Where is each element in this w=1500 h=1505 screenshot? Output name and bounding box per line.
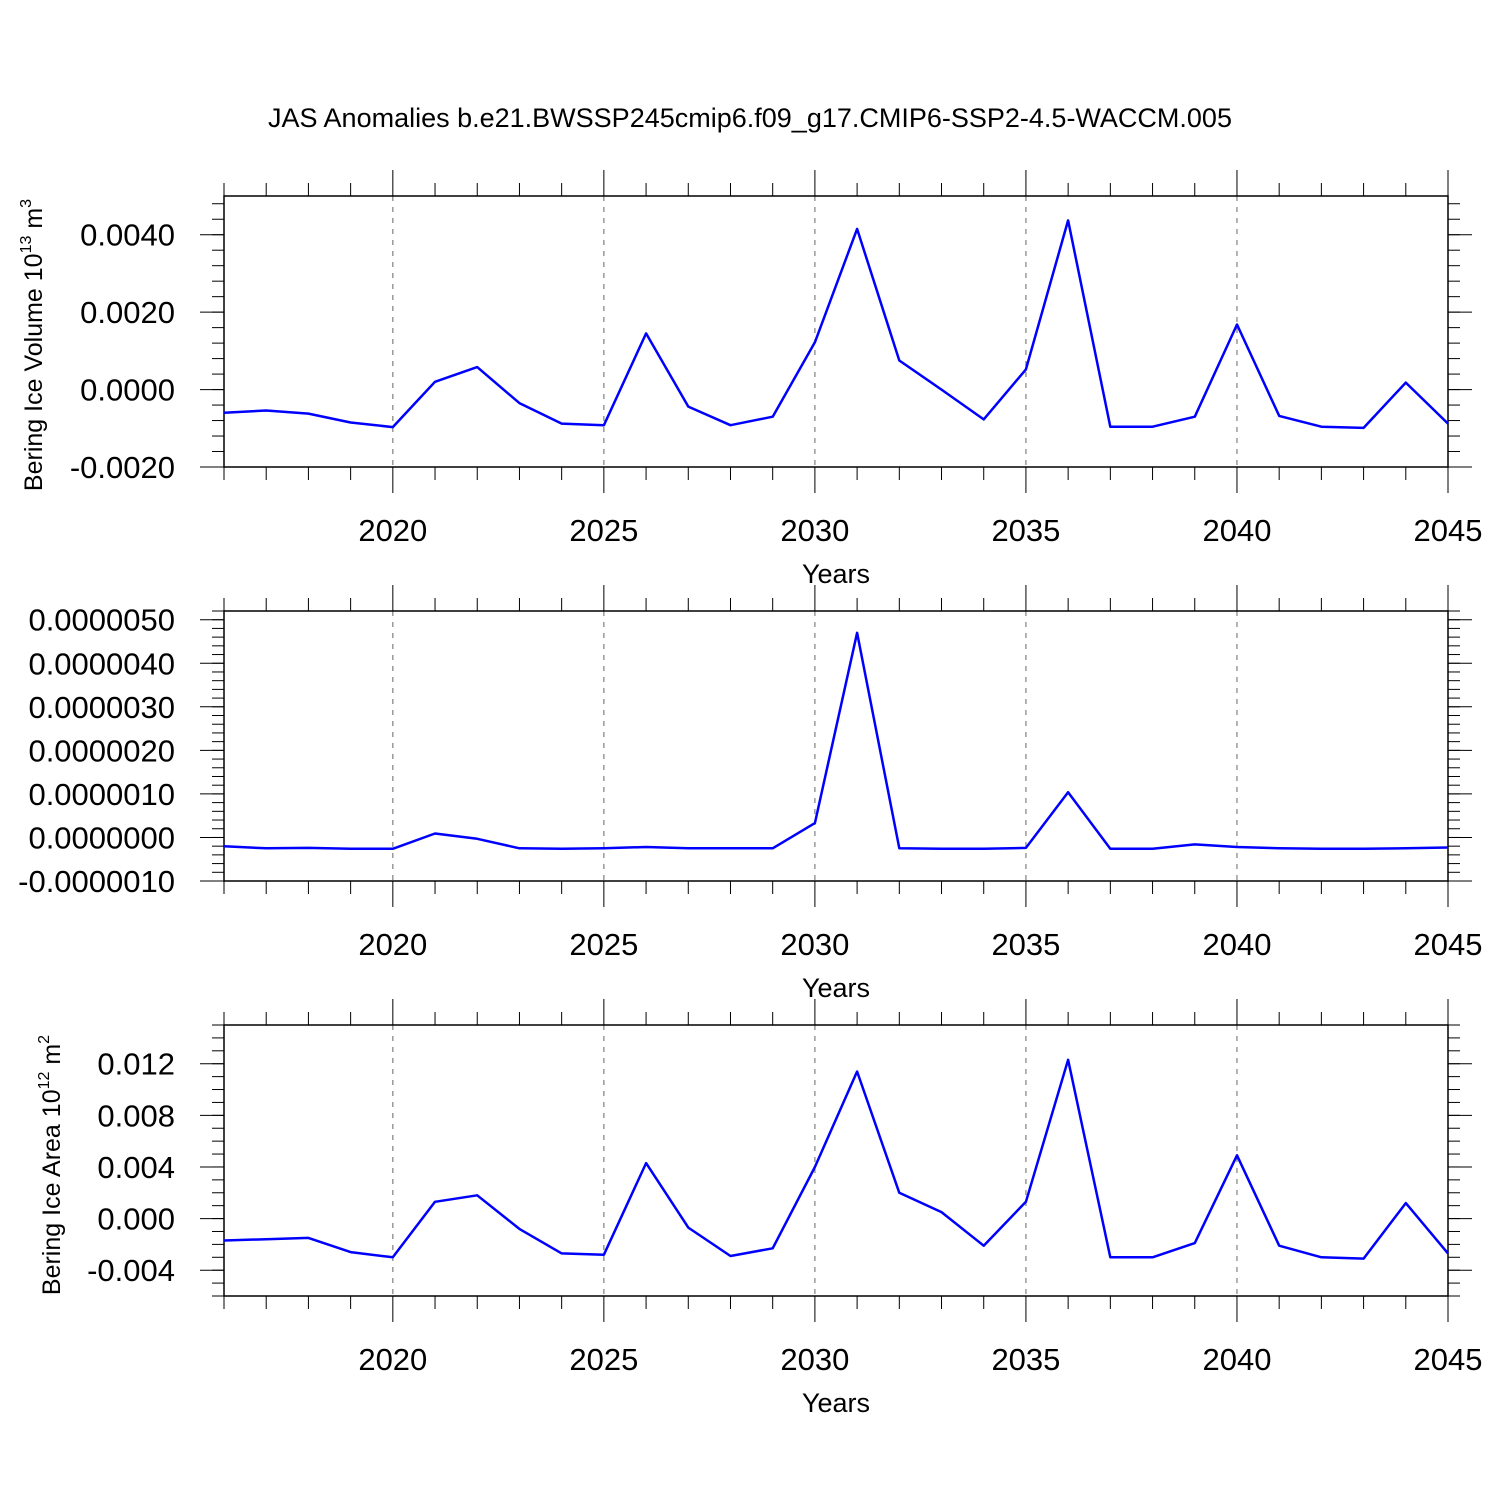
y-tick-label: 0.0000020: [28, 733, 175, 768]
x-tick-label: 2030: [780, 927, 849, 962]
x-tick-label: 2020: [358, 513, 427, 548]
x-tick-label: 2025: [569, 1342, 638, 1377]
plot-frame: [224, 196, 1448, 467]
y-tick-label: 0.012: [97, 1047, 175, 1082]
y-tick-label: 0.0020: [80, 295, 175, 330]
y-tick-label: 0.0000040: [28, 646, 175, 681]
y-axis-label-part: 2: [36, 1035, 53, 1044]
y-tick-label: 0.004: [97, 1150, 175, 1185]
x-tick-label: 2035: [991, 927, 1060, 962]
y-axis-label-part: Bering Ice Area 10: [38, 1089, 66, 1295]
series-line: [224, 633, 1448, 849]
y-axis-label-part: Bering Ice Volume 10: [20, 253, 48, 491]
x-tick-label: 2040: [1202, 513, 1271, 548]
y-tick-label: -0.0000010: [18, 864, 175, 899]
x-tick-label: 2025: [569, 513, 638, 548]
x-tick-label: 2045: [1414, 927, 1483, 962]
panel-1: 2020 2025 2030 2035 2040 2045 Years 0.0040 0.002…: [18, 170, 1482, 589]
y-tick-label: 0.0040: [80, 218, 175, 253]
x-tick-label: 2045: [1414, 513, 1483, 548]
x-tick-label: 2020: [358, 927, 427, 962]
series-line: [224, 220, 1448, 428]
y-tick-label: -0.0020: [70, 450, 175, 485]
y-axis-label-part: m: [20, 208, 48, 236]
y-tick-label: 0.0000030: [28, 690, 175, 725]
plot-frame: [224, 611, 1448, 881]
y-tick-label: 0.0000050: [28, 603, 175, 638]
x-axis-label: Years: [802, 559, 870, 589]
y-axis-label: Bering Ice Area 1012 m2: [36, 1035, 66, 1295]
x-tick-label: 2045: [1414, 1342, 1483, 1377]
chart-title: JAS Anomalies b.e21.BWSSP245cmip6.f09_g1…: [0, 103, 1500, 134]
y-axis-label-part: 12: [36, 1071, 53, 1089]
x-axis-label: Years: [802, 1388, 870, 1418]
y-tick-label: 0.0000010: [28, 777, 175, 812]
panel-3: 2020 2025 2030 2035 2040 2045 Years 0.012 0.008 0…: [36, 999, 1482, 1418]
y-axis-label-part: 3: [18, 199, 35, 208]
x-tick-label: 2035: [991, 513, 1060, 548]
y-axis-label-part: m: [38, 1044, 66, 1072]
series-line: [224, 1060, 1448, 1259]
x-tick-label: 2040: [1202, 1342, 1271, 1377]
y-axis-label-part: 13: [18, 236, 35, 254]
x-axis-label: Years: [802, 973, 870, 1003]
y-tick-label: 0.008: [97, 1098, 175, 1133]
panel-2: 2020 2025 2030 2035 2040 2045 Years 0.0000050 0.…: [18, 585, 1482, 1003]
x-tick-label: 2030: [780, 513, 849, 548]
x-tick-label: 2020: [358, 1342, 427, 1377]
y-tick-label: 0.0000: [80, 373, 175, 408]
x-tick-label: 2025: [569, 927, 638, 962]
y-tick-label: 0.0000000: [28, 820, 175, 855]
y-tick-label: -0.004: [87, 1253, 175, 1288]
y-tick-label: 0.000: [97, 1202, 175, 1237]
x-tick-label: 2030: [780, 1342, 849, 1377]
x-tick-label: 2035: [991, 1342, 1060, 1377]
plot-frame: [224, 1025, 1448, 1296]
x-tick-label: 2040: [1202, 927, 1271, 962]
y-axis-label: Bering Ice Volume 1013 m3: [18, 199, 48, 491]
